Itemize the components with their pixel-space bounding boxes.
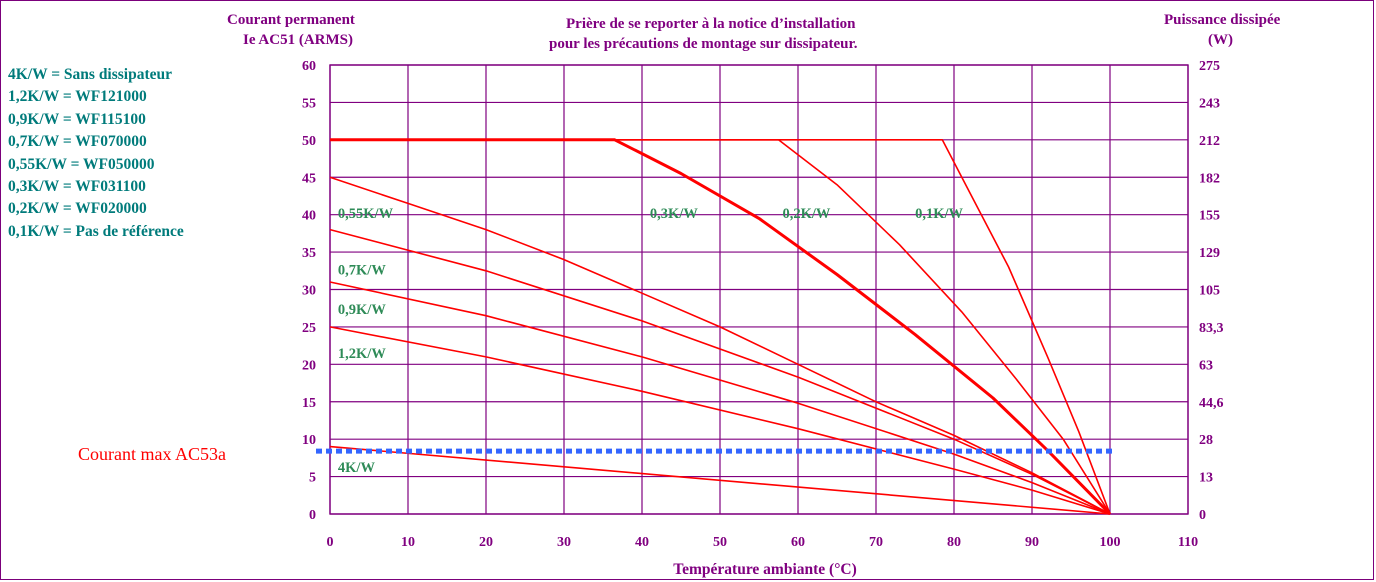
right-axis-title-line2: (W) [1208, 32, 1233, 48]
legend-item-0-9kw: 0,9K/W = WF115100 [8, 110, 146, 128]
left-axis-title-line1: Courant permanent [227, 12, 355, 28]
x-tick-label: 10 [401, 535, 415, 550]
curve-0-1k-w [330, 139, 1111, 515]
curve-label: 0,55K/W [338, 206, 394, 222]
x-axis-label: Température ambiante (°C) [673, 561, 857, 578]
curve-4k-w [329, 445, 1111, 515]
y2-tick-label: 129 [1199, 246, 1220, 261]
y-tick-label: 30 [302, 284, 316, 299]
legend-item-0-1kw: 0,1K/W = Pas de référence [8, 222, 184, 240]
x-tick-label: 20 [479, 535, 493, 550]
x-tick-label: 80 [947, 535, 961, 550]
heatsink-legend-list: 4K/W = Sans dissipateur 1,2K/W = WF12100… [8, 64, 184, 243]
y-tick-label: 10 [302, 433, 316, 448]
y-tick-label: 25 [302, 321, 316, 336]
x-tick-label: 0 [327, 535, 334, 550]
legend-item-0-2kw: 0,2K/W = WF020000 [8, 200, 147, 218]
curve-label: 0,2K/W [783, 206, 831, 222]
curve-label: 1,2K/W [338, 346, 386, 362]
curve-0-7k-w [329, 228, 1111, 515]
y2-tick-label: 0 [1199, 508, 1206, 523]
curve-1-2k-w [329, 326, 1111, 515]
curve-label: 0,1K/W [915, 206, 963, 222]
y2-tick-label: 63 [1199, 358, 1213, 373]
y-tick-label: 60 [302, 59, 316, 74]
curve-0-9k-w [329, 281, 1111, 515]
legend-item-1-2kw: 1,2K/W = WF121000 [8, 88, 147, 106]
y-tick-label: 50 [302, 134, 316, 149]
curve-0-2k-w [330, 139, 1111, 515]
curve-0-3k-w [330, 138, 1112, 516]
curve-label: 0,3K/W [650, 206, 698, 222]
y2-tick-label: 155 [1199, 209, 1220, 224]
y-tick-label: 15 [302, 396, 316, 411]
x-tick-label: 60 [791, 535, 805, 550]
x-tick-label: 70 [869, 535, 883, 550]
y-tick-label: 35 [302, 246, 316, 261]
curve-label: 0,7K/W [338, 262, 386, 278]
y-tick-label: 45 [302, 171, 316, 186]
y2-tick-label: 13 [1199, 471, 1213, 486]
x-tick-label: 110 [1178, 535, 1198, 550]
x-tick-label: 90 [1025, 535, 1039, 550]
chart-note-line1: Prière de se reporter à la notice d’inst… [566, 16, 856, 32]
y2-tick-label: 275 [1199, 59, 1220, 74]
right-axis-title-line1: Puissance dissipée [1164, 12, 1281, 28]
curve-label: 0,9K/W [338, 302, 386, 318]
legend-item-4kw: 4K/W = Sans dissipateur [8, 66, 173, 83]
y2-tick-label: 105 [1199, 284, 1220, 299]
y-tick-label: 5 [309, 471, 316, 486]
ac53a-max-current-label: Courant max AC53a [78, 444, 226, 464]
x-tick-label: 40 [635, 535, 649, 550]
y2-tick-label: 212 [1199, 134, 1220, 149]
y-tick-label: 20 [302, 358, 316, 373]
plot-area-border [329, 64, 1189, 515]
y2-tick-label: 44,6 [1199, 396, 1224, 411]
y2-tick-label: 243 [1199, 96, 1220, 111]
legend-item-0-7kw: 0,7K/W = WF070000 [8, 133, 147, 151]
y-tick-label: 0 [309, 508, 316, 523]
curve-0-55k-w [329, 176, 1111, 515]
y2-tick-label: 28 [1199, 433, 1213, 448]
x-tick-label: 50 [713, 535, 727, 550]
x-tick-label: 100 [1100, 535, 1121, 550]
y-tick-label: 40 [302, 209, 316, 224]
legend-item-0-55kw: 0,55K/W = WF050000 [8, 155, 155, 173]
legend-item-0-3kw: 0,3K/W = WF031100 [8, 178, 146, 196]
y-tick-label: 55 [302, 96, 316, 111]
chart-note-line2: pour les précautions de montage sur diss… [549, 36, 858, 52]
y2-tick-label: 83,3 [1199, 321, 1224, 336]
curve-label: 4K/W [338, 460, 376, 476]
left-axis-title-line2: Ie AC51 (ARMS) [243, 32, 353, 48]
y2-tick-label: 182 [1199, 171, 1220, 186]
x-tick-label: 30 [557, 535, 571, 550]
